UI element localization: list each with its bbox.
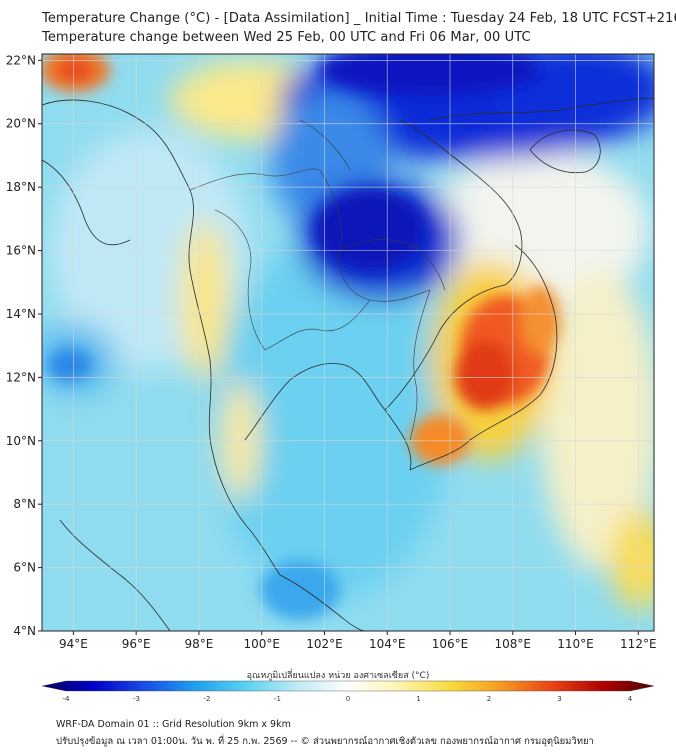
x-tick-label: 102°E — [306, 637, 343, 651]
colorbar-tick-label: -1 — [274, 695, 281, 703]
colorbar: -4 -3 -2 -1 0 1 2 3 4 — [41, 680, 655, 703]
y-tick-label: 10°N — [6, 434, 36, 448]
colorbar-tick-label: 3 — [557, 695, 561, 703]
colorbar-tick-label: 0 — [346, 695, 350, 703]
footer-credit: ปรับปรุงข้อมูล ณ เวลา 01:00น. วัน พ. ที่… — [56, 736, 594, 747]
x-tick-label: 98°E — [184, 637, 213, 651]
y-tick-label: 22°N — [6, 53, 36, 67]
colorbar-tick-label: -4 — [63, 695, 71, 703]
y-tick-label: 14°N — [6, 307, 36, 321]
x-tick-label: 110°E — [557, 637, 594, 651]
y-tick-label: 18°N — [6, 180, 36, 194]
x-tick-label: 94°E — [59, 637, 88, 651]
colorbar-tick-label: -2 — [204, 695, 211, 703]
y-tick-label: 8°N — [13, 497, 36, 511]
colorbar-tick-label: 2 — [487, 695, 491, 703]
y-tick-label: 20°N — [6, 117, 36, 131]
y-tick-label: 16°N — [6, 244, 36, 258]
x-tick-label: 112°E — [620, 637, 657, 651]
map-field — [42, 54, 654, 631]
chart-subtitle: Temperature change between Wed 25 Feb, 0… — [42, 30, 531, 45]
grid-lines — [42, 54, 654, 631]
map-frame — [41, 53, 655, 632]
colorbar-label: อุณหภูมิเปลี่ยนแปลง หน่วย องศาเซลเซียส (… — [246, 671, 430, 681]
coastlines — [42, 97, 654, 631]
colorbar-bar — [41, 680, 655, 692]
colorbar-tick-label: 4 — [628, 695, 633, 703]
colorbar-tick-label: 1 — [416, 695, 420, 703]
colorbar-tick-label: -3 — [133, 695, 140, 703]
y-tick-label: 4°N — [13, 624, 36, 638]
x-tick-label: 104°E — [369, 637, 406, 651]
x-axis-ticks: 94°E 96°E 98°E 100°E 102°E 104°E 106°E 108°E 110… — [59, 631, 657, 651]
y-tick-label: 12°N — [6, 370, 36, 384]
footer-model-info: WRF-DA Domain 01 :: Grid Resolution 9km … — [56, 719, 291, 730]
y-axis-ticks: 22°N 20°N 18°N 16°N 14°N 12°N 10°N 8°N 6°N 4°N — [6, 53, 42, 638]
x-tick-label: 108°E — [495, 637, 532, 651]
x-tick-label: 106°E — [432, 637, 469, 651]
y-tick-label: 6°N — [13, 561, 36, 575]
colorbar-ticks: -4 -3 -2 -1 0 1 2 3 4 — [63, 695, 633, 703]
chart-title: Temperature Change (°C) - [Data Assimila… — [42, 11, 676, 26]
x-tick-label: 100°E — [243, 637, 280, 651]
field-cores — [42, 54, 560, 620]
x-tick-label: 96°E — [122, 637, 151, 651]
